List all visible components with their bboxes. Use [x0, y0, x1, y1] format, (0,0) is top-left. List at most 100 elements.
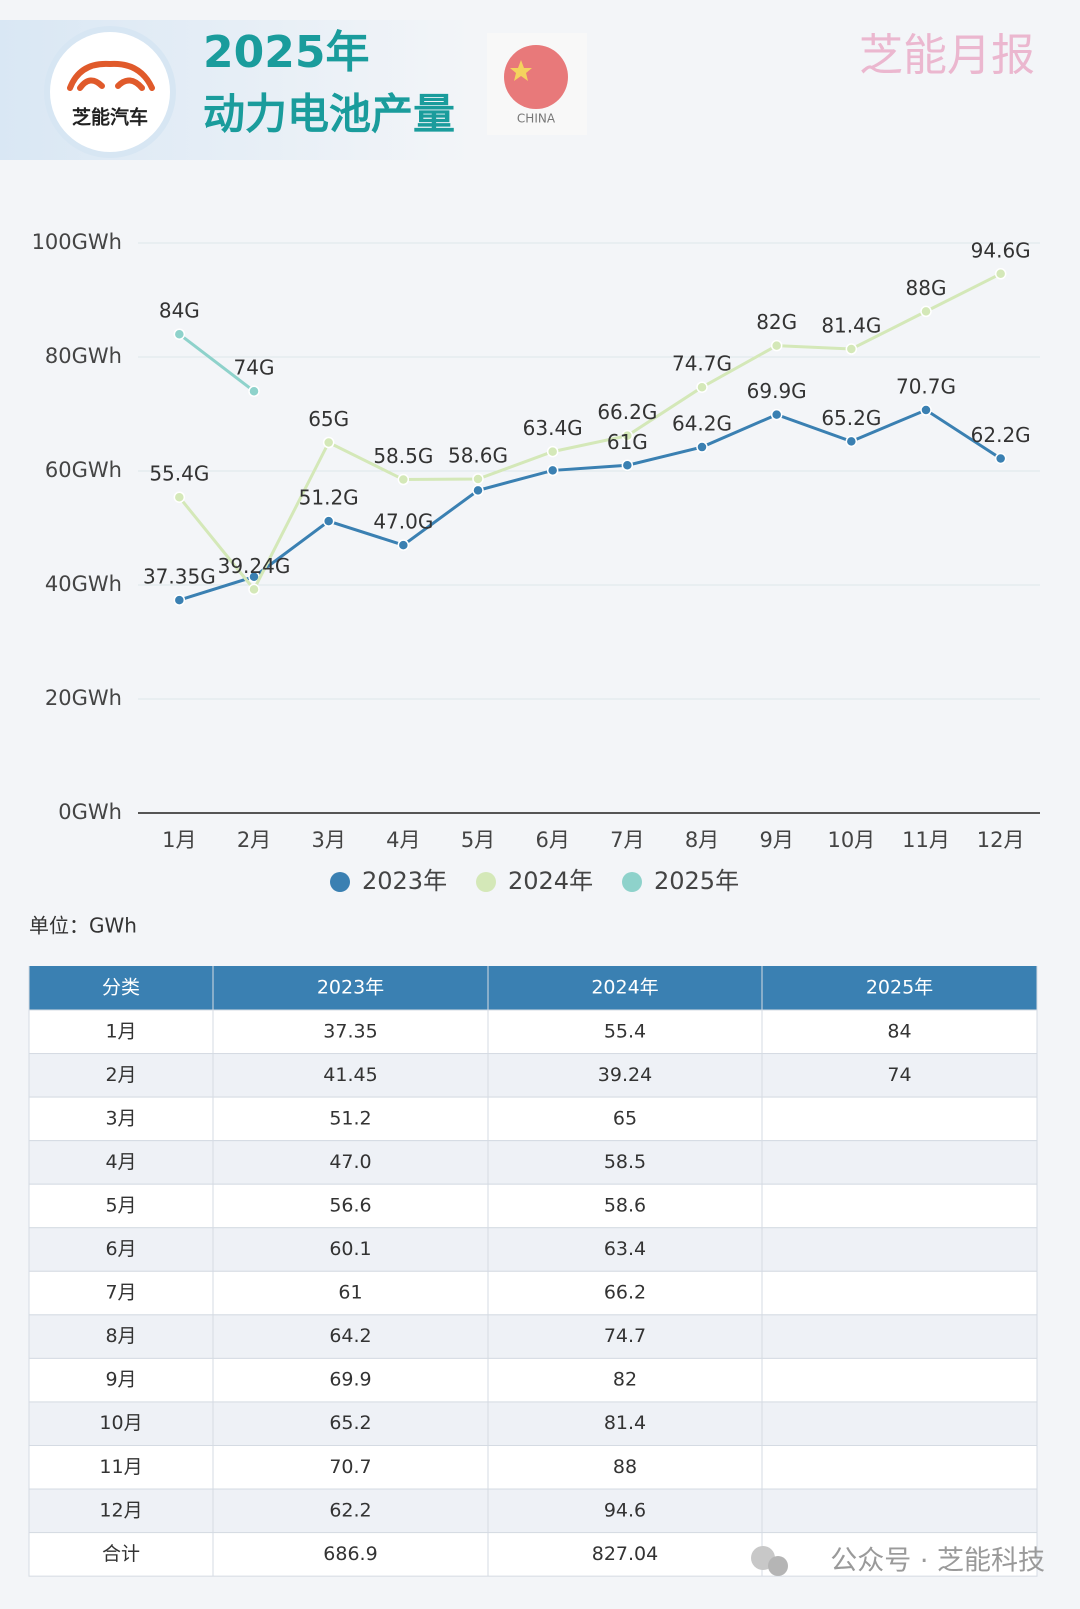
- table-cell: 6月: [105, 1238, 136, 1260]
- data-point: [994, 268, 1007, 280]
- y-tick-label: 0GWh: [58, 800, 122, 824]
- data-point: [696, 381, 708, 393]
- table-cell: 11月: [99, 1456, 142, 1478]
- data-point: [322, 436, 335, 449]
- data-point: [173, 491, 186, 503]
- data-point: [621, 429, 634, 442]
- legend-swatch: [622, 872, 642, 892]
- table-row: [28, 1532, 1038, 1577]
- table-row: [28, 1488, 1038, 1534]
- data-point: [322, 515, 335, 527]
- flag-star: [510, 60, 532, 81]
- data-label: 84G: [159, 299, 200, 323]
- table-cell: 63.4: [604, 1238, 646, 1260]
- table-cell: 66.2: [604, 1282, 646, 1304]
- table-cell: 69.9: [329, 1369, 371, 1391]
- data-label: 62.2G: [971, 423, 1031, 447]
- data-label: 66.2G: [597, 400, 657, 424]
- legend-swatch: [476, 872, 496, 892]
- table-cell: 8月: [105, 1325, 136, 1347]
- wechat-icon: [768, 1556, 788, 1576]
- table-cell: 74.7: [604, 1325, 646, 1347]
- x-tick-label: 7月: [610, 828, 644, 852]
- data-label: 37.35G: [143, 565, 216, 589]
- x-tick-label: 6月: [535, 828, 569, 852]
- table-cell: 51.2: [329, 1107, 371, 1129]
- y-tick-label: 40GWh: [45, 572, 122, 596]
- logo-icon: [67, 60, 155, 91]
- data-point: [248, 583, 260, 596]
- title: 动力电池产量: [203, 90, 455, 139]
- table-row: [28, 1314, 1038, 1359]
- table-cell: 9月: [105, 1369, 136, 1391]
- table-row: [28, 1183, 1038, 1229]
- unit-note: 单位：GWh: [29, 914, 137, 938]
- data-point: [397, 473, 410, 486]
- data-label: 65.2G: [821, 406, 881, 430]
- watermark: 公众号 · 芝能科技: [830, 1546, 1045, 1577]
- table-cell: 56.6: [329, 1194, 371, 1216]
- flag-caption: CHINA: [517, 112, 556, 126]
- y-tick-label: 60GWh: [45, 458, 122, 482]
- x-tick-label: 4月: [386, 828, 420, 852]
- legend-label: 2024年: [508, 867, 593, 895]
- data-label: 58.5G: [373, 444, 433, 468]
- table-row: [28, 1096, 1038, 1142]
- x-tick-label: 10月: [827, 828, 875, 852]
- data-label: 51.2G: [299, 486, 359, 510]
- table-cell: 82: [613, 1369, 637, 1391]
- data-point: [472, 484, 484, 497]
- table-row: [28, 1270, 1038, 1316]
- table-header-cell: 2024年: [591, 977, 658, 999]
- table-cell: 10月: [99, 1412, 142, 1434]
- table-row: [28, 1053, 1038, 1098]
- data-point: [248, 385, 260, 397]
- x-tick-label: 2月: [237, 828, 271, 852]
- table-cell: 12月: [99, 1499, 142, 1521]
- table-cell: 686.9: [323, 1543, 377, 1565]
- brand: 芝能月报: [859, 30, 1035, 81]
- data-label: 47.0G: [373, 510, 433, 534]
- series-line: [178, 408, 1002, 602]
- table-cell: 88: [613, 1456, 637, 1478]
- data-point: [397, 539, 410, 551]
- y-tick-label: 100GWh: [32, 230, 122, 254]
- table-header-cell: 2025年: [866, 977, 933, 999]
- y-tick-label: 80GWh: [45, 344, 122, 368]
- data-label: 63.4G: [523, 416, 583, 440]
- table-cell: 4月: [105, 1151, 136, 1173]
- title: 2025年: [203, 27, 369, 78]
- data-label: 82G: [756, 310, 797, 334]
- table-cell: 37.35: [323, 1020, 377, 1042]
- flag: [504, 45, 568, 109]
- data-point: [621, 459, 634, 472]
- data-label: 39.24G: [218, 554, 291, 578]
- table-header: [29, 966, 1037, 1010]
- data-label: 65G: [308, 407, 349, 431]
- legend-label: 2025年: [654, 867, 739, 895]
- table-cell: 81.4: [604, 1412, 646, 1434]
- table-header-cell: 分类: [102, 977, 140, 999]
- y-tick-label: 20GWh: [45, 686, 122, 710]
- table-cell: 39.24: [598, 1064, 652, 1086]
- table-cell: 65: [613, 1107, 637, 1129]
- data-label: 94.6G: [971, 238, 1031, 262]
- series-line: [178, 333, 255, 393]
- table-cell: 60.1: [329, 1238, 371, 1260]
- x-tick-label: 3月: [311, 828, 345, 852]
- data-label: 64.2G: [672, 412, 732, 436]
- data-point: [546, 464, 559, 477]
- table-cell: 58.6: [604, 1194, 646, 1216]
- x-tick-label: 12月: [977, 828, 1025, 852]
- data-point: [173, 328, 186, 340]
- table-header-cell: 2023年: [317, 977, 384, 999]
- table-cell: 合计: [102, 1543, 140, 1565]
- data-point: [994, 452, 1007, 465]
- table-cell: 58.5: [604, 1151, 646, 1173]
- data-label: 88G: [906, 276, 947, 300]
- table-cell: 62.2: [329, 1499, 371, 1521]
- table-cell: 1月: [105, 1020, 136, 1042]
- data-point: [920, 404, 932, 416]
